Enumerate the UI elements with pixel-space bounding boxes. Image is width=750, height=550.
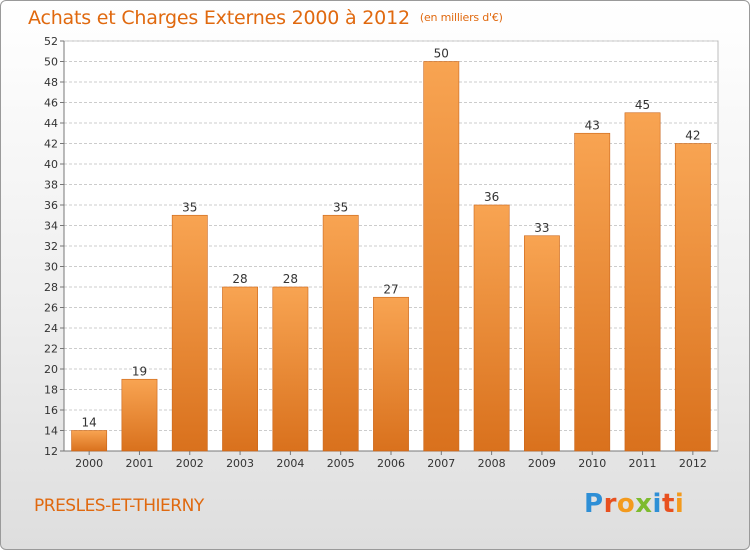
bar-value-label: 28: [283, 272, 298, 286]
y-tick-label: 20: [44, 363, 58, 376]
bar-value-label: 19: [132, 364, 147, 378]
y-tick-label: 34: [44, 220, 58, 233]
bar-2010: [574, 132, 611, 452]
x-tick-label: 2001: [125, 457, 153, 470]
proxiti-logo: Proxiti: [584, 489, 684, 519]
bar-2012: [674, 143, 711, 452]
x-tick-label: 2002: [176, 457, 204, 470]
y-tick-label: 44: [44, 117, 58, 130]
y-tick-label: 48: [44, 76, 58, 89]
y-tick-label: 40: [44, 158, 58, 171]
x-tick-label: 2005: [327, 457, 355, 470]
bar-2011: [624, 112, 661, 452]
commune-name: PRESLES-ET-THIERNY: [34, 496, 204, 516]
bar-value-label: 36: [484, 190, 499, 204]
y-tick-label: 24: [44, 322, 58, 335]
y-tick-label: 22: [44, 343, 58, 356]
bar-2008: [473, 204, 510, 452]
x-tick-label: 2011: [629, 457, 657, 470]
bar-value-label: 33: [534, 221, 549, 235]
bar-2001: [121, 378, 158, 452]
x-tick-label: 2007: [427, 457, 455, 470]
bar-2003: [222, 286, 258, 452]
bar-2007: [423, 61, 460, 452]
x-tick-label: 2006: [377, 457, 405, 470]
bar-2000: [71, 430, 108, 452]
y-tick-label: 52: [44, 35, 58, 48]
y-tick-label: 12: [44, 445, 58, 458]
x-tick-label: 2003: [226, 457, 254, 470]
logo-letter: x: [635, 489, 653, 519]
bar-2006: [373, 296, 409, 452]
y-tick-label: 46: [44, 97, 58, 110]
y-tick-label: 50: [44, 56, 58, 69]
bar-value-label: 28: [232, 272, 247, 286]
bar-value-label: 14: [82, 416, 97, 430]
y-tick-label: 18: [44, 384, 58, 397]
y-tick-label: 30: [44, 261, 58, 274]
chart-title: Achats et Charges Externes 2000 à 2012 (e…: [28, 7, 503, 29]
bar-2009: [524, 235, 560, 452]
y-tick-label: 36: [44, 199, 58, 212]
logo-letter: t: [661, 489, 675, 519]
chart-title-text: Achats et Charges Externes 2000 à 2012: [28, 7, 410, 29]
logo-letter: P: [584, 489, 604, 519]
y-tick-label: 26: [44, 302, 58, 315]
x-tick-label: 2010: [578, 457, 606, 470]
logo-letter: i: [652, 489, 662, 519]
bar-value-label: 27: [383, 282, 398, 296]
bar-value-label: 35: [182, 200, 197, 214]
bar-value-label: 35: [333, 200, 348, 214]
bar-value-label: 50: [434, 47, 449, 61]
bar-2005: [322, 214, 359, 452]
x-tick-label: 2000: [75, 457, 103, 470]
y-tick-label: 14: [44, 425, 58, 438]
bar-2002: [171, 214, 208, 452]
bar-value-label: 45: [635, 98, 650, 112]
logo-letter: o: [616, 489, 636, 519]
x-tick-label: 2012: [679, 457, 707, 470]
bar-value-label: 43: [585, 118, 600, 132]
y-tick-label: 28: [44, 281, 58, 294]
unit-note: (en milliers d'€): [419, 11, 503, 24]
y-tick-label: 16: [44, 404, 58, 417]
y-tick-label: 42: [44, 138, 58, 151]
y-tick-label: 38: [44, 179, 58, 192]
x-tick-label: 2009: [528, 457, 556, 470]
bar-value-label: 42: [685, 129, 700, 143]
logo-letter: i: [674, 489, 685, 519]
y-tick-label: 32: [44, 240, 58, 253]
logo-letter: r: [603, 489, 617, 519]
x-tick-label: 2004: [276, 457, 304, 470]
x-tick-label: 2008: [478, 457, 506, 470]
bar-2004: [272, 286, 309, 452]
